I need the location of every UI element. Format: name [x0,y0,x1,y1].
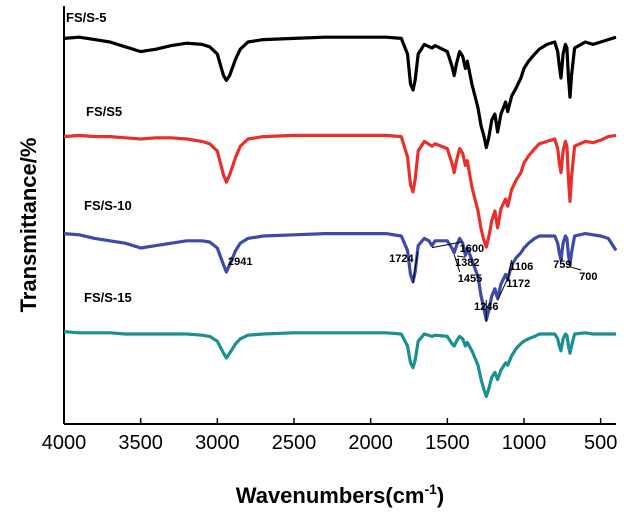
series-line-2 [63,133,617,249]
series-line-3 [63,232,618,322]
peak-leader-1724 [412,251,419,284]
peak-label-1455: 1455 [458,273,482,285]
peak-leader-1382 [456,255,466,258]
peak-leader-1172 [497,276,509,301]
x-tick-label-1000: 1000 [502,432,547,454]
series-line-4 [63,330,616,398]
series-label-2: FS/S5 [86,104,122,119]
x-tick-label-3500: 3500 [118,432,163,454]
peak-label-700: 700 [579,271,597,283]
y-axis-title: Transmittance/% [16,138,41,313]
series-line-1 [63,35,617,150]
x-tick-label-500: 500 [584,432,617,454]
peak-leader-1600 [431,241,462,249]
peak-label-1724: 1724 [389,253,414,265]
peak-label-1600: 1600 [460,243,484,255]
peak-label-1246: 1246 [474,301,498,313]
peak-label-2941: 2941 [228,256,252,268]
series-label-4: FS/S-15 [84,290,132,305]
peak-label-1172: 1172 [506,278,530,290]
peak-label-759: 759 [553,259,571,271]
x-tick-label-2000: 2000 [348,432,393,454]
x-tick-label-1500: 1500 [425,432,470,454]
peak-label-1106: 1106 [509,261,533,273]
x-axis-title: Wavenumbers(cm-1) [236,481,444,508]
peak-leader-759 [560,257,563,263]
peak-leader-1106 [507,259,512,282]
peak-leader-700 [569,266,582,271]
peak-label-1382: 1382 [455,257,479,269]
x-tick-label-2500: 2500 [272,432,317,454]
x-tick-label-4000: 4000 [42,432,87,454]
peak-leader-1455 [453,254,461,273]
x-tick-label-3000: 3000 [195,432,240,454]
series-label-1: FS/S-5 [66,10,106,25]
series-label-3: FS/S-10 [84,198,132,213]
